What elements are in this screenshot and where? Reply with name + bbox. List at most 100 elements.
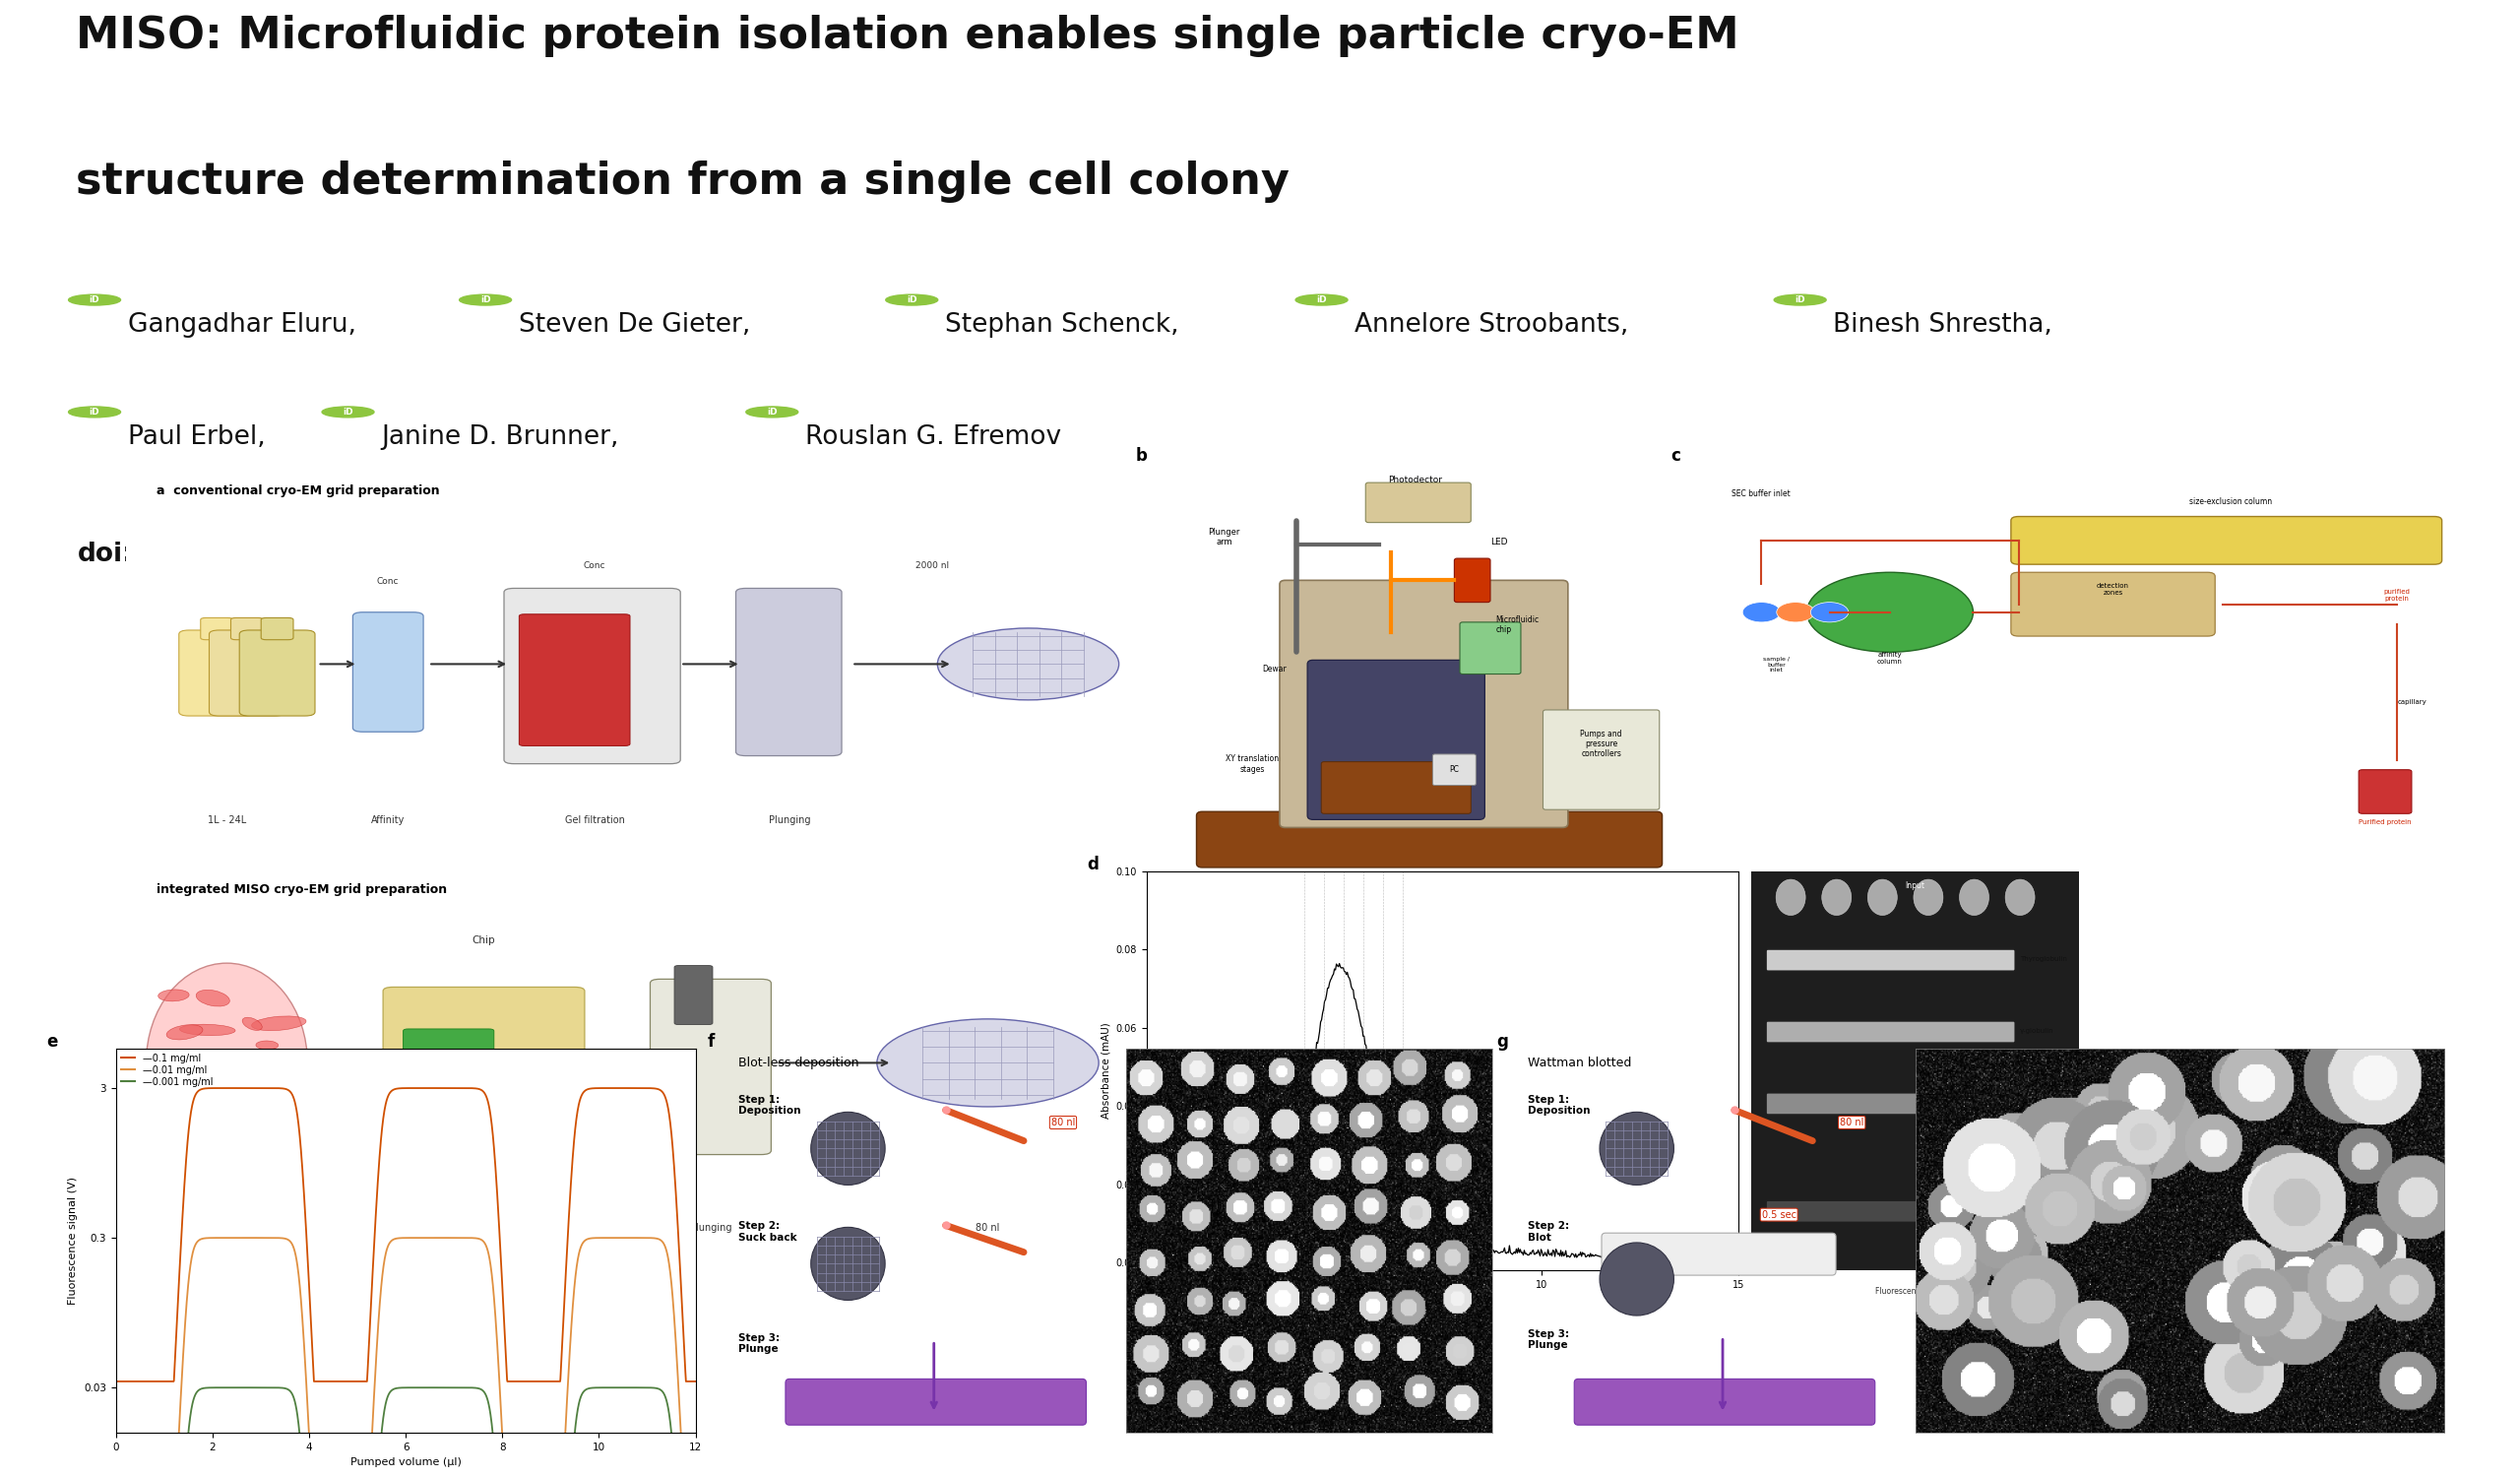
Text: d: d xyxy=(1089,855,1099,873)
Circle shape xyxy=(1777,603,1814,622)
Text: Plunger
arm: Plunger arm xyxy=(1207,527,1240,546)
—0.1 mg/ml xyxy=(368,1117,398,1134)
Text: LED: LED xyxy=(1489,538,1507,546)
Text: Step 2:
Blot: Step 2: Blot xyxy=(1527,1221,1570,1242)
Ellipse shape xyxy=(234,1099,280,1112)
Circle shape xyxy=(1774,294,1827,306)
Text: a  conventional cryo-EM grid preparation: a conventional cryo-EM grid preparation xyxy=(156,484,438,498)
Text: Step 1:
Deposition: Step 1: Deposition xyxy=(1527,1094,1590,1117)
FancyBboxPatch shape xyxy=(1459,622,1522,674)
Circle shape xyxy=(1867,879,1898,916)
—0.001 mg/ml xyxy=(368,1416,398,1434)
Text: Binesh Shrestha,: Binesh Shrestha, xyxy=(1832,312,2054,338)
Text: Fluorescence 488 nm: Fluorescence 488 nm xyxy=(1875,1288,1956,1297)
FancyBboxPatch shape xyxy=(736,588,842,756)
Text: 2000 nl: 2000 nl xyxy=(915,561,950,570)
—0.1 mg/ml xyxy=(680,1372,711,1390)
Text: iD: iD xyxy=(343,408,353,417)
FancyBboxPatch shape xyxy=(1320,762,1472,814)
FancyBboxPatch shape xyxy=(1767,1022,2013,1043)
Ellipse shape xyxy=(146,963,307,1162)
Text: γ-globulin: γ-globulin xyxy=(2021,1028,2054,1034)
Text: https://doi.org/10.1101/2025.01.10.632437: https://doi.org/10.1101/2025.01.10.63243… xyxy=(179,541,743,567)
Ellipse shape xyxy=(244,1097,272,1115)
Text: PC: PC xyxy=(1449,765,1459,774)
Ellipse shape xyxy=(174,1086,209,1097)
Text: detection
zones: detection zones xyxy=(2097,582,2129,595)
Text: Step 2:
Suck back: Step 2: Suck back xyxy=(738,1221,796,1242)
Ellipse shape xyxy=(222,1111,257,1120)
Text: Ovalbumin: Ovalbumin xyxy=(2021,1100,2056,1106)
Circle shape xyxy=(1600,1112,1673,1185)
Circle shape xyxy=(1600,1242,1673,1316)
Text: Dewar: Dewar xyxy=(1263,665,1285,674)
—0.01 mg/ml xyxy=(663,1384,693,1402)
—0.001 mg/ml xyxy=(421,1378,451,1396)
FancyBboxPatch shape xyxy=(1197,812,1663,867)
FancyBboxPatch shape xyxy=(1542,710,1661,809)
FancyBboxPatch shape xyxy=(786,1380,1086,1425)
Text: iD: iD xyxy=(1315,295,1328,304)
Text: integrated MISO cryo-EM grid preparation: integrated MISO cryo-EM grid preparation xyxy=(156,883,446,897)
FancyBboxPatch shape xyxy=(383,987,585,1123)
Ellipse shape xyxy=(1807,573,1973,653)
Circle shape xyxy=(1809,603,1850,622)
—0.01 mg/ml xyxy=(368,1266,398,1284)
—0.01 mg/ml xyxy=(383,1229,413,1247)
Text: 80 nl: 80 nl xyxy=(975,1223,1000,1232)
FancyBboxPatch shape xyxy=(1280,580,1567,827)
FancyBboxPatch shape xyxy=(1603,1233,1837,1275)
Text: doi:: doi: xyxy=(78,541,134,567)
Text: Step 1:
Deposition: Step 1: Deposition xyxy=(738,1094,801,1117)
FancyBboxPatch shape xyxy=(1767,1093,2013,1114)
Ellipse shape xyxy=(214,1056,237,1063)
Text: Purification: Purification xyxy=(456,1223,512,1232)
FancyBboxPatch shape xyxy=(650,979,771,1155)
FancyBboxPatch shape xyxy=(179,631,255,716)
Circle shape xyxy=(1822,879,1852,916)
Text: Stephan Schenck,: Stephan Schenck, xyxy=(945,312,1179,338)
Ellipse shape xyxy=(229,1099,247,1121)
Text: Myoglobin: Myoglobin xyxy=(2021,1208,2056,1214)
—0.1 mg/ml xyxy=(663,1233,693,1251)
Circle shape xyxy=(459,294,512,306)
FancyBboxPatch shape xyxy=(209,631,285,716)
X-axis label: Pumped volume (μl): Pumped volume (μl) xyxy=(350,1458,461,1468)
FancyBboxPatch shape xyxy=(1308,660,1484,820)
FancyBboxPatch shape xyxy=(1454,558,1489,603)
Circle shape xyxy=(746,406,799,418)
Text: Conc: Conc xyxy=(378,578,398,586)
Text: Step 3:
Plunge: Step 3: Plunge xyxy=(738,1332,781,1354)
Text: f: f xyxy=(708,1034,716,1052)
Line: —0.001 mg/ml: —0.001 mg/ml xyxy=(116,1387,696,1477)
—0.1 mg/ml xyxy=(663,1239,693,1257)
Line: —0.1 mg/ml: —0.1 mg/ml xyxy=(116,1089,696,1381)
—0.001 mg/ml xyxy=(557,1449,587,1467)
Ellipse shape xyxy=(197,1089,232,1102)
Text: Paul Erbel,: Paul Erbel, xyxy=(129,424,265,450)
FancyBboxPatch shape xyxy=(675,966,713,1025)
Text: Rouslan G. Efremov: Rouslan G. Efremov xyxy=(806,424,1061,450)
Text: MISO: Microfluidic protein isolation enables single particle cryo-EM: MISO: Microfluidic protein isolation ena… xyxy=(76,15,1739,58)
X-axis label: Elution volume (µl): Elution volume (µl) xyxy=(1394,1295,1492,1306)
FancyBboxPatch shape xyxy=(1767,950,2013,970)
Text: c: c xyxy=(1671,448,1681,465)
Line: —0.01 mg/ml: —0.01 mg/ml xyxy=(116,1238,696,1477)
Text: iD: iD xyxy=(1794,295,1804,304)
Text: 10 mL: 10 mL xyxy=(212,1223,242,1232)
Circle shape xyxy=(811,1112,885,1185)
Text: purified
protein: purified protein xyxy=(2384,588,2409,601)
Ellipse shape xyxy=(159,990,189,1001)
FancyBboxPatch shape xyxy=(2359,770,2412,814)
Circle shape xyxy=(885,294,937,306)
FancyBboxPatch shape xyxy=(262,617,292,640)
Text: Microfluidic
chip: Microfluidic chip xyxy=(1497,614,1540,634)
Circle shape xyxy=(1744,603,1782,622)
Ellipse shape xyxy=(257,1041,277,1050)
Text: Thyroglobulin: Thyroglobulin xyxy=(2021,956,2066,962)
FancyBboxPatch shape xyxy=(1693,468,2465,876)
Circle shape xyxy=(68,294,121,306)
Text: Chip: Chip xyxy=(471,935,496,945)
—0.1 mg/ml xyxy=(557,1151,587,1168)
Ellipse shape xyxy=(262,1118,285,1125)
